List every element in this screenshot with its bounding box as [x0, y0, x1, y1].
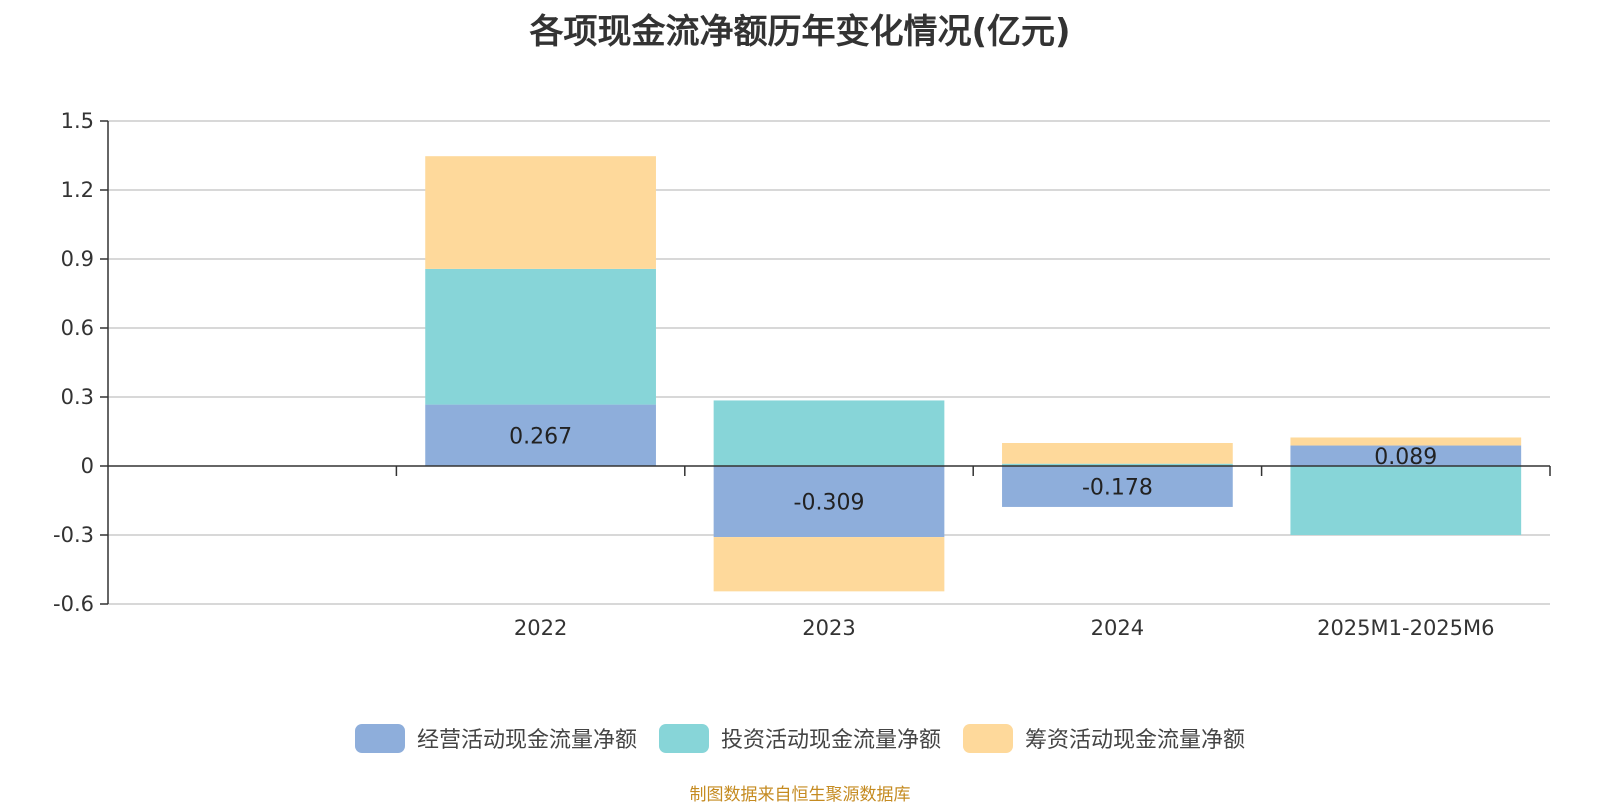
data-label: 0.089 [1374, 445, 1437, 470]
legend-swatch-investing [658, 723, 709, 753]
y-axis: 1.5 1.2 0.9 0.6 0.3 0 -0.3 -0.6 [53, 109, 109, 616]
x-axis: 2022 2023 2024 2025M1-2025M6 [108, 465, 1551, 640]
data-label: 0.267 [509, 424, 572, 449]
x-tick-label: 2024 [1091, 616, 1144, 640]
legend-label-investing: 投资活动现金流量净额 [720, 728, 941, 753]
legend-swatch-financing [963, 723, 1013, 753]
y-tick-label: -0.3 [53, 523, 94, 547]
data-source-note: 制图数据来自恒生聚源数据库 [689, 785, 911, 805]
bar-segment [1002, 463, 1233, 466]
data-label: -0.178 [1082, 475, 1153, 500]
data-label: -0.309 [794, 491, 865, 516]
legend-item-operating[interactable]: 经营活动现金流量净额 [354, 722, 637, 754]
bar-segment [1002, 466, 1233, 507]
y-tick-label: 1.2 [61, 178, 94, 202]
bar-segment [1290, 466, 1522, 535]
x-tick-label: 2025M1-2025M6 [1317, 616, 1494, 640]
legend-item-financing[interactable]: 筹资活动现金流量净额 [963, 722, 1245, 754]
data-labels: 0.267 -0.309 -0.178 0.089 [509, 424, 1437, 515]
bar-segment [425, 156, 656, 269]
y-tick-label: 0.3 [61, 385, 94, 409]
bar-segment [713, 537, 945, 592]
y-tick-label: -0.6 [53, 592, 94, 616]
bars [425, 156, 1522, 592]
bar-segment [1290, 437, 1522, 446]
bar-segment [425, 268, 656, 405]
chart-title: 各项现金流净额历年变化情况(亿元) [529, 12, 1071, 52]
stacked-bar-chart: 1.51.20.90.60.30-0.3-0.6 2022 2023 2024 202… [53, 109, 1551, 640]
y-tick-label: 0.9 [61, 247, 94, 271]
bar-segment [1290, 445, 1522, 466]
x-tick-label: 2022 [514, 616, 567, 640]
y-tick-label: 1.5 [61, 109, 94, 133]
y-tick-label: 0.6 [61, 316, 94, 340]
x-tick-label: 2023 [802, 616, 855, 640]
legend: 经营活动现金流量净额 投资活动现金流量净额 筹资活动现金流量净额 [0, 722, 1600, 754]
legend-label-operating: 经营活动现金流量净额 [416, 728, 637, 753]
y-tick-label: 0 [81, 454, 94, 478]
bar-segment [1002, 443, 1233, 464]
legend-swatch-operating [354, 723, 405, 753]
legend-item-investing[interactable]: 投资活动现金流量净额 [658, 722, 941, 754]
bar-segment [425, 404, 656, 466]
legend-label-financing: 筹资活动现金流量净额 [1025, 728, 1246, 753]
bar-segment [713, 400, 945, 466]
bar-segment [713, 466, 945, 538]
